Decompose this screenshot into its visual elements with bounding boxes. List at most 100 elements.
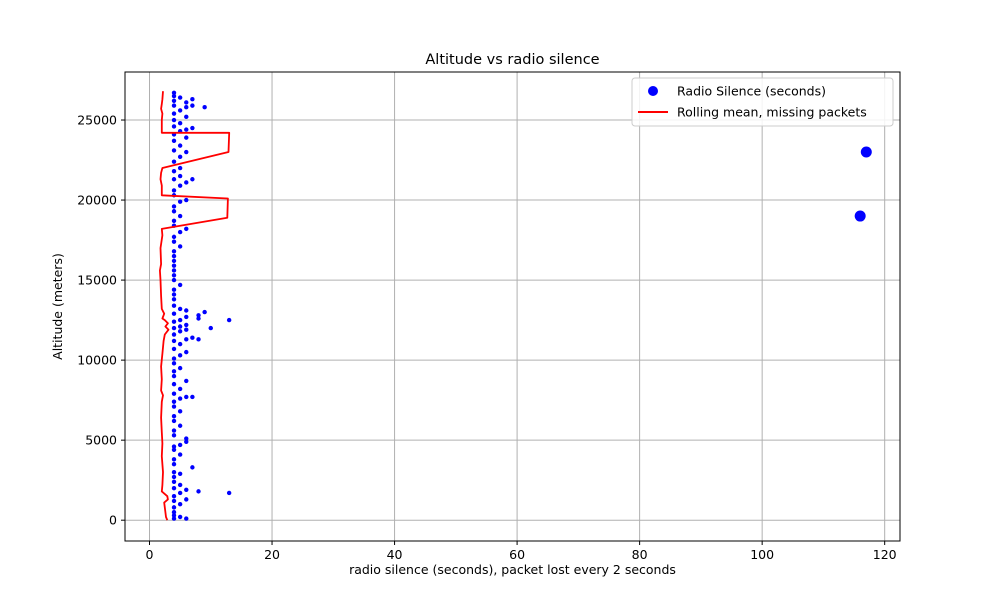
scatter-point	[177, 121, 183, 126]
scatter-point	[171, 204, 177, 209]
scatter-point	[171, 493, 177, 499]
scatter-point	[177, 386, 183, 392]
x-tick-label: 20	[264, 547, 280, 562]
scatter-point	[171, 138, 177, 144]
scatter-point	[171, 177, 177, 182]
scatter-point	[196, 313, 201, 318]
scatter-point	[171, 218, 177, 224]
scatter-point	[184, 439, 189, 444]
scatter-point	[171, 325, 177, 331]
scatter-point	[184, 308, 189, 313]
scatter-point	[177, 329, 183, 334]
scatter-point	[171, 268, 177, 273]
scatter-point	[171, 498, 177, 504]
x-tick-label: 60	[509, 547, 525, 562]
y-tick-label: 25000	[77, 113, 117, 128]
scatter-point	[184, 135, 189, 140]
scatter-point	[177, 213, 183, 219]
x-tick-label: 120	[873, 547, 897, 562]
scatter-point	[196, 489, 201, 494]
y-tick-label: 0	[109, 513, 117, 528]
scatter-point	[177, 324, 183, 329]
scatter-point	[184, 378, 189, 384]
scatter-point	[171, 311, 177, 316]
scatter-point	[184, 100, 189, 105]
x-tick-label: 80	[632, 547, 648, 562]
scatter-point	[171, 413, 177, 419]
scatter-point	[171, 117, 177, 123]
scatter-point	[177, 423, 183, 428]
scatter-point	[177, 143, 183, 148]
scatter-point	[177, 353, 183, 358]
scatter-point	[171, 253, 177, 259]
scatter-point	[177, 490, 183, 496]
legend-marker-scatter	[648, 86, 658, 96]
scatter-point	[226, 317, 232, 323]
scatter-point	[171, 93, 177, 99]
scatter-point	[171, 373, 177, 379]
scatter-point	[177, 95, 183, 100]
y-tick-label: 10000	[77, 353, 117, 368]
scatter-point-outlier	[854, 210, 866, 222]
scatter-point	[190, 335, 195, 340]
scatter-point	[171, 513, 177, 518]
scatter-point	[177, 173, 183, 179]
scatter-point	[184, 226, 189, 232]
scatter-point	[184, 349, 189, 355]
scatter-point	[177, 282, 183, 288]
scatter-point	[171, 516, 177, 521]
scatter-point	[171, 287, 177, 292]
scatter-point	[190, 97, 195, 102]
scatter-point	[171, 303, 177, 308]
scatter-point	[171, 356, 177, 361]
scatter-point	[171, 457, 177, 462]
scatter-point	[171, 169, 177, 174]
scatter-point	[171, 399, 177, 404]
scatter-point	[171, 249, 177, 254]
scatter-point	[202, 105, 207, 110]
scatter-point	[184, 487, 189, 492]
scatter-point	[226, 490, 232, 496]
scatter-point	[190, 465, 195, 470]
scatter-point	[177, 514, 183, 520]
scatter-point	[171, 258, 177, 264]
grid-lines	[125, 72, 900, 541]
scatter-point	[177, 229, 183, 235]
scatter-point	[171, 277, 177, 283]
legend: Radio Silence (seconds) Rolling mean, mi…	[631, 77, 894, 127]
scatter-point	[184, 114, 189, 120]
scatter-point	[177, 199, 183, 204]
scatter-point	[177, 409, 183, 414]
scatter-point	[190, 177, 195, 182]
scatter-point	[190, 125, 195, 131]
scatter-point-outlier	[860, 146, 872, 158]
scatter-point	[202, 309, 207, 315]
scatter-point	[184, 180, 189, 185]
scatter-point	[171, 292, 177, 297]
scatter-point	[177, 452, 183, 457]
scatter-point	[171, 111, 177, 116]
scatter-point	[190, 103, 195, 108]
scatter-point	[184, 436, 189, 441]
scatter-point	[184, 497, 189, 502]
scatter-point	[171, 159, 177, 164]
scatter-point	[184, 314, 189, 320]
scatter-point	[171, 381, 177, 387]
scatter-point	[190, 394, 195, 400]
legend-box	[631, 77, 894, 127]
x-axis-label: radio silence (seconds), packet lost eve…	[349, 562, 676, 577]
scatter-point	[171, 391, 177, 396]
scatter-point	[171, 461, 177, 467]
scatter-point	[184, 197, 189, 203]
scatter-point	[171, 361, 177, 366]
scatter-point	[184, 394, 189, 400]
scatter-point	[171, 418, 177, 424]
scatter-point	[177, 317, 183, 323]
y-tick-label: 5000	[85, 433, 117, 448]
scatter-point	[171, 297, 177, 302]
scatter-point	[177, 501, 183, 507]
scatter-point	[171, 188, 177, 193]
scatter-point	[184, 327, 189, 332]
plot-data	[158, 90, 872, 521]
scatter-point	[171, 474, 177, 480]
